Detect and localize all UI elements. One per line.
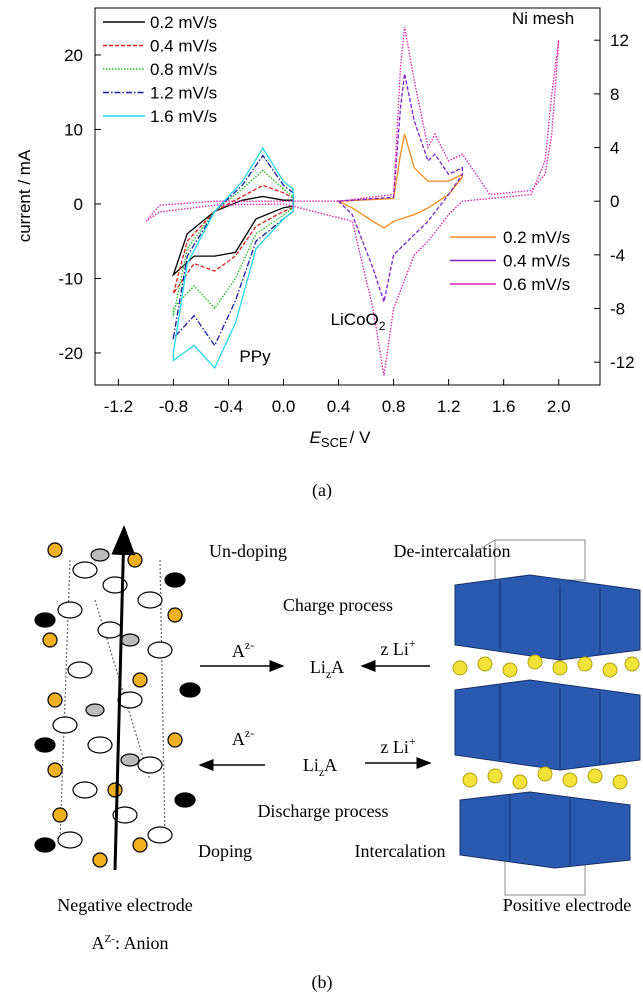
y2-tick-label: 0 (610, 192, 619, 211)
caption: (b) (312, 972, 333, 993)
legend-label: 1.6 mV/s (150, 107, 217, 126)
label: Negative electrode (57, 895, 192, 915)
legend-label: 1.2 mV/s (150, 84, 217, 103)
x-tick-label: 0.4 (327, 397, 351, 416)
crystal-illustration (453, 540, 640, 895)
y-tick-label: 10 (64, 120, 83, 139)
series-line (339, 74, 463, 302)
y-tick-label: 20 (64, 46, 83, 65)
label: Discharge process (257, 801, 388, 821)
label: De-intercalation (394, 541, 511, 561)
annotation: Ni mesh (512, 9, 574, 28)
series-line (339, 134, 463, 228)
label: z Li+ (380, 636, 416, 659)
caption: (a) (312, 480, 332, 501)
annotation: PPy (239, 347, 271, 366)
y2-tick-label: -12 (610, 353, 635, 372)
y-tick-label: 0 (74, 195, 83, 214)
legend-label: 0.8 mV/s (150, 60, 217, 79)
x-tick-label: 2.0 (547, 397, 571, 416)
y2-tick-label: -8 (610, 300, 625, 319)
x-tick-label: 1.6 (492, 397, 516, 416)
legend-label: 0.4 mV/s (503, 252, 570, 271)
legend-label: 0.2 mV/s (150, 13, 217, 32)
x-tick-label: 0.0 (272, 397, 296, 416)
label: Az- (232, 726, 254, 749)
legend-label: 0.2 mV/s (503, 228, 570, 247)
x-tick-label: 0.8 (382, 397, 406, 416)
series-line (173, 185, 293, 293)
x-tick-label: -1.2 (104, 397, 133, 416)
label: z Li+ (380, 734, 416, 757)
label: AZ-: Anion (92, 933, 169, 953)
label: LizA (303, 755, 337, 779)
figure: current / mA ESCE/ V PPy Ni mesh LiCoO2 … (0, 0, 643, 994)
y2-tick-label: -4 (610, 246, 625, 265)
y-axis-label: current / mA (15, 149, 34, 242)
label: Doping (198, 841, 252, 861)
annotation: LiCoO2 (331, 310, 386, 333)
legend-label: 0.6 mV/s (503, 275, 570, 294)
series-line (173, 156, 293, 346)
y-tick-label: -10 (58, 269, 83, 288)
y2-tick-label: 4 (610, 139, 619, 158)
label: Positive electrode (503, 895, 631, 915)
x-tick-label: -0.8 (159, 397, 188, 416)
polymer-illustration (35, 528, 200, 870)
y-tick-label: -20 (58, 344, 83, 363)
x-tick-label: 1.2 (437, 397, 461, 416)
y2-tick-label: 8 (610, 85, 619, 104)
label: Intercalation (355, 841, 446, 861)
label: LizA (310, 657, 344, 681)
y2-tick-label: 12 (610, 31, 629, 50)
label: Charge process (283, 595, 393, 615)
label: Un-doping (209, 541, 287, 561)
label: Az- (232, 638, 254, 661)
x-axis-label: ESCE/ V (310, 428, 372, 450)
page: current / mA ESCE/ V PPy Ni mesh LiCoO2 … (0, 0, 643, 994)
legend-label: 0.4 mV/s (150, 37, 217, 56)
x-tick-label: -0.4 (214, 397, 243, 416)
